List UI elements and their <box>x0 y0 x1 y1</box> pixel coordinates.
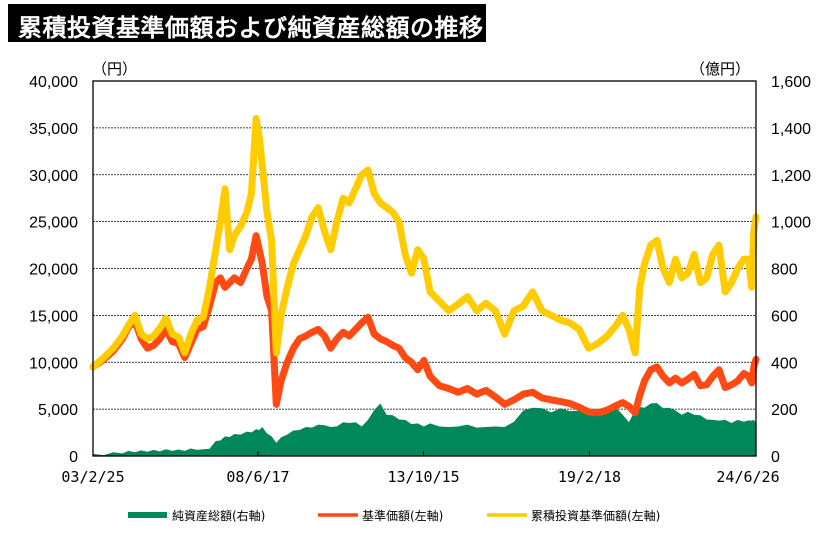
left-tick-label: 0 <box>69 449 78 466</box>
left-tick-label: 40,000 <box>29 74 78 91</box>
lines-layer <box>89 115 760 417</box>
legend-item: 累積投資基準価額(左軸) <box>487 508 660 523</box>
plot-frame <box>92 80 757 457</box>
left-tick-label: 15,000 <box>29 308 78 325</box>
x-axis-ticks: 03/2/25 08/6/17 13/10/15 19/2/18 24/6/26 <box>61 468 779 486</box>
x-tick-label: 24/6/26 <box>716 468 779 486</box>
x-tick-label: 03/2/25 <box>61 468 124 486</box>
left-axis-unit-label: （円） <box>92 60 137 78</box>
right-tick-label: 0 <box>771 449 780 466</box>
right-tick-label: 1,400 <box>771 121 811 138</box>
axes <box>92 80 757 457</box>
legend-label: 純資産総額(右軸) <box>172 508 265 523</box>
left-tick-label: 10,000 <box>29 355 78 372</box>
legend-label: 累積投資基準価額(左軸) <box>531 508 660 523</box>
legend-swatch <box>128 512 167 518</box>
right-tick-label: 400 <box>771 355 798 372</box>
title-bar: 累積投資基準価額および純資産総額の推移 <box>8 4 486 42</box>
right-axis-unit-label: （億円） <box>690 60 750 78</box>
cumulative-nav-line <box>89 115 760 371</box>
right-tick-label: 1,600 <box>771 74 811 91</box>
right-tick-label: 800 <box>771 262 798 279</box>
left-tick-label: 25,000 <box>29 215 78 232</box>
legend-item: 純資産総額(右軸) <box>128 508 265 523</box>
right-axis-ticks: 0 200 400 600 800 1,000 1,200 1,400 1,600 <box>771 74 811 466</box>
right-tick-label: 1,200 <box>771 168 811 185</box>
left-tick-label: 30,000 <box>29 168 78 185</box>
right-tick-label: 600 <box>771 308 798 325</box>
x-tick-label: 08/6/17 <box>226 468 289 486</box>
right-tick-label: 200 <box>771 402 798 419</box>
left-axis-ticks: 0 5,000 10,000 15,000 20,000 25,000 30,000 35,0… <box>29 74 78 466</box>
net-assets-area-layer <box>93 403 756 456</box>
left-tick-label: 20,000 <box>29 262 78 279</box>
x-tick-label: 19/2/18 <box>558 468 621 486</box>
right-tick-label: 1,000 <box>771 215 811 232</box>
legend: 純資産総額(右軸) 基準価額(左軸) 累積投資基準価額(左軸) <box>128 508 660 523</box>
chart-title: 累積投資基準価額および純資産総額の推移 <box>18 14 484 42</box>
left-tick-label: 5,000 <box>38 402 78 419</box>
net-assets-area <box>93 403 756 456</box>
x-tick-label: 13/10/15 <box>387 468 459 486</box>
left-tick-label: 35,000 <box>29 121 78 138</box>
legend-item: 基準価額(左軸) <box>318 508 443 523</box>
legend-label: 基準価額(左軸) <box>362 508 443 523</box>
